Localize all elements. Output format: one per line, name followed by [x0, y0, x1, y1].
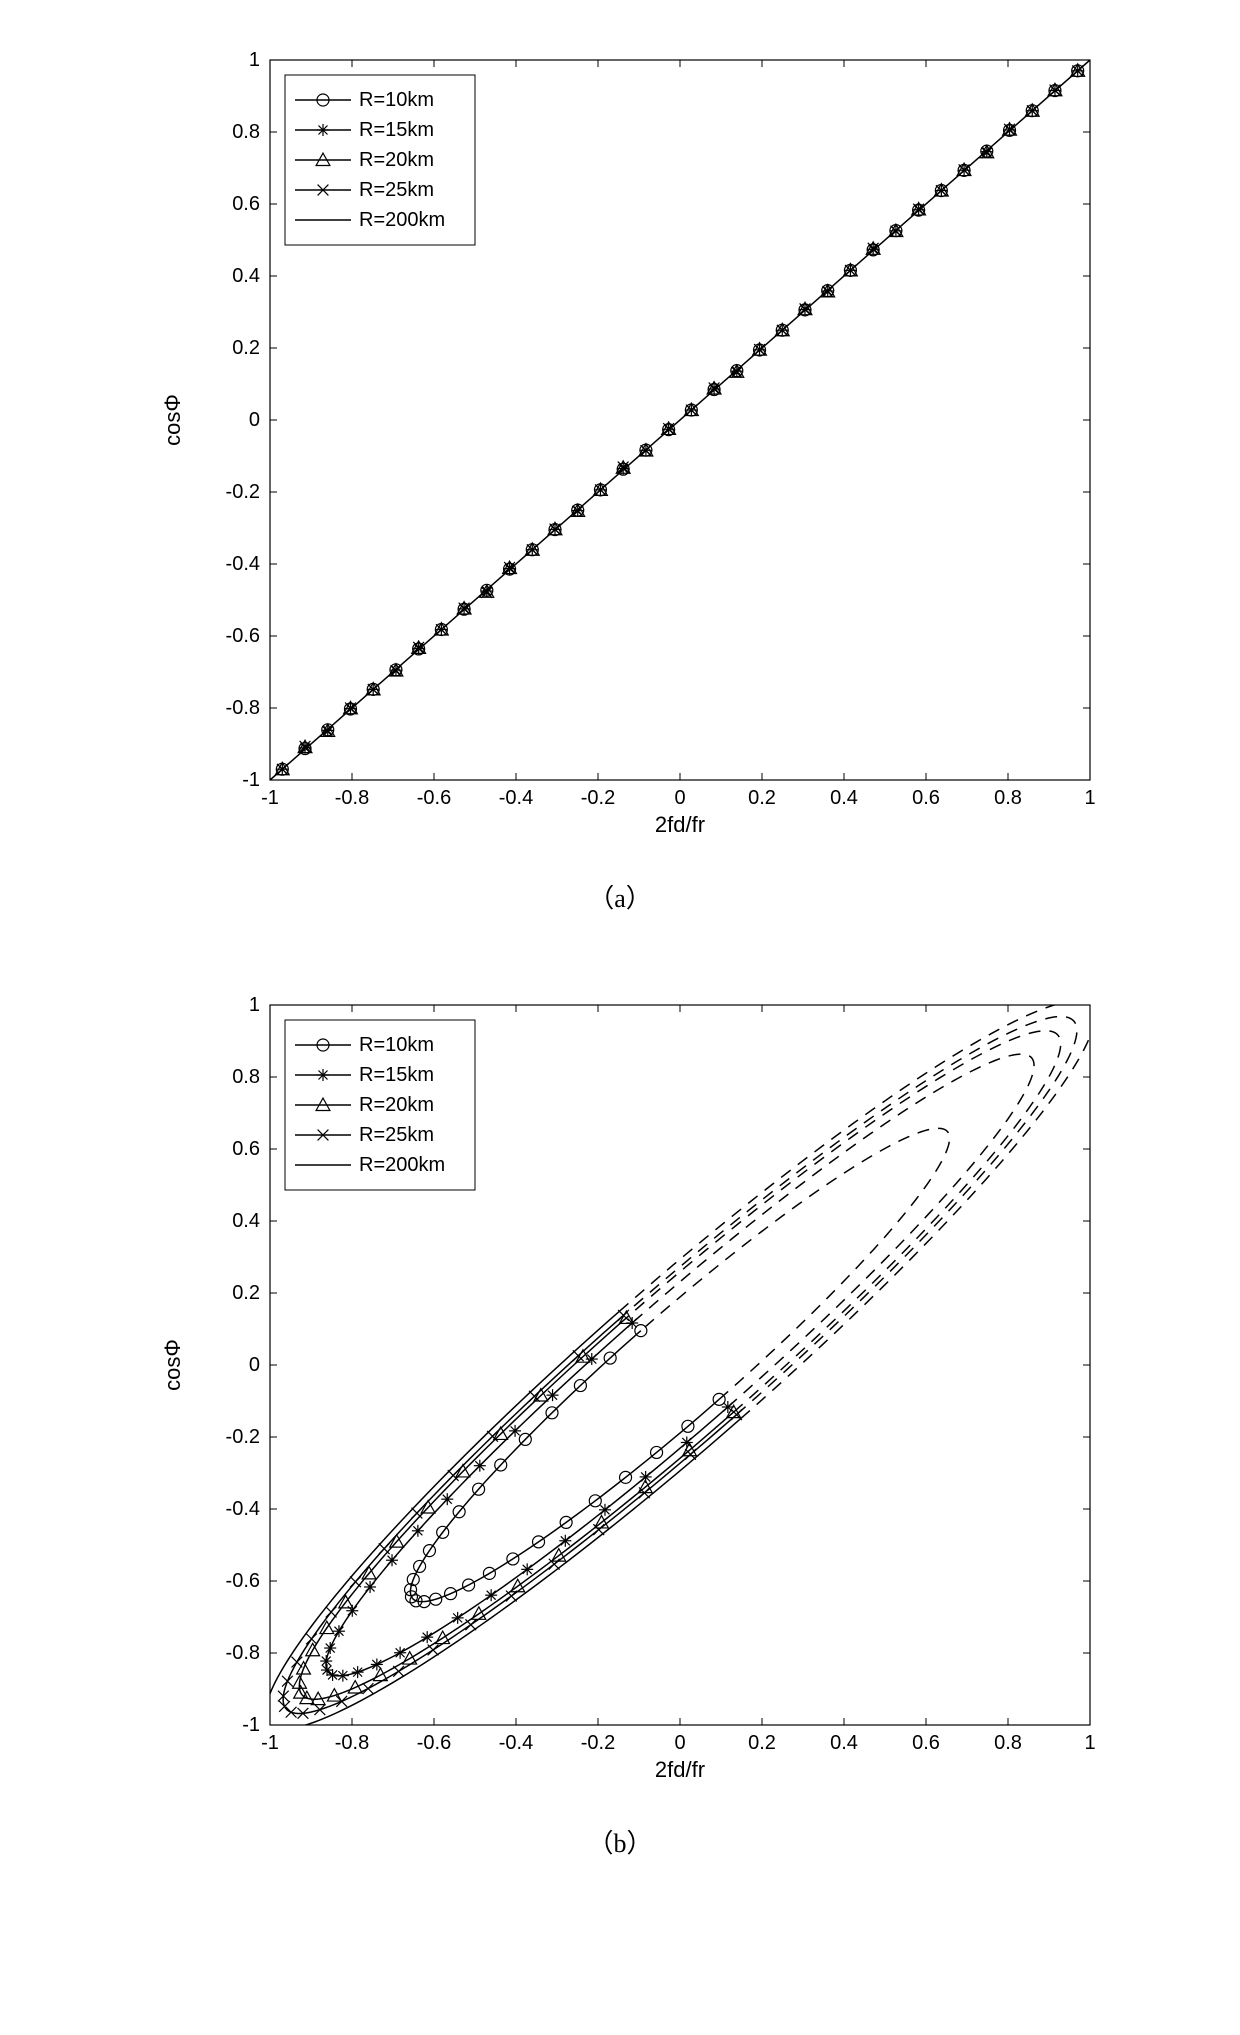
svg-text:-1: -1 — [242, 1714, 260, 1736]
caption-b: （b） — [587, 1823, 652, 1860]
svg-text:R=25km: R=25km — [359, 179, 434, 201]
svg-text:-0.2: -0.2 — [581, 787, 615, 809]
svg-text:0: 0 — [249, 409, 260, 431]
svg-text:0: 0 — [674, 787, 685, 809]
svg-text:-0.4: -0.4 — [226, 1498, 260, 1520]
svg-text:0.4: 0.4 — [830, 787, 858, 809]
svg-text:-0.8: -0.8 — [226, 697, 260, 719]
svg-text:0.2: 0.2 — [232, 1282, 260, 1304]
svg-text:0.4: 0.4 — [232, 1210, 260, 1232]
svg-text:R=20km: R=20km — [359, 1094, 434, 1116]
svg-text:-0.8: -0.8 — [226, 1642, 260, 1664]
chart-a: -1 -0.8 -0.6 -0.4 -0.2 0 0.2 0.4 0.6 0.8 1 -1 -0.8 -0… — [120, 30, 1120, 850]
svg-text:-0.4: -0.4 — [499, 787, 533, 809]
svg-text:0.8: 0.8 — [232, 1066, 260, 1088]
svg-text:0.6: 0.6 — [232, 1138, 260, 1160]
svg-text:-0.8: -0.8 — [335, 787, 369, 809]
svg-text:R=25km: R=25km — [359, 1124, 434, 1146]
svg-text:R=200km: R=200km — [359, 1154, 445, 1176]
svg-text:-0.6: -0.6 — [417, 787, 451, 809]
svg-text:-1: -1 — [261, 1732, 279, 1754]
svg-text:0.2: 0.2 — [748, 1732, 776, 1754]
svg-text:0.6: 0.6 — [232, 193, 260, 215]
svg-text:0: 0 — [249, 1354, 260, 1376]
svg-text:-0.4: -0.4 — [226, 553, 260, 575]
svg-text:2fd/fr: 2fd/fr — [655, 812, 705, 837]
svg-text:1: 1 — [1084, 1732, 1095, 1754]
svg-text:-0.6: -0.6 — [417, 1732, 451, 1754]
svg-text:R=15km: R=15km — [359, 1064, 434, 1086]
svg-text:0: 0 — [674, 1732, 685, 1754]
svg-text:0.8: 0.8 — [994, 787, 1022, 809]
svg-text:0.2: 0.2 — [232, 337, 260, 359]
svg-text:0.6: 0.6 — [912, 787, 940, 809]
svg-text:1: 1 — [249, 49, 260, 71]
svg-text:0.2: 0.2 — [748, 787, 776, 809]
svg-text:R=20km: R=20km — [359, 149, 434, 171]
svg-text:R=10km: R=10km — [359, 1034, 434, 1056]
svg-text:-0.8: -0.8 — [335, 1732, 369, 1754]
svg-text:0.4: 0.4 — [830, 1732, 858, 1754]
svg-text:-0.2: -0.2 — [226, 1426, 260, 1448]
svg-text:R=10km: R=10km — [359, 89, 434, 111]
svg-text:cosΦ: cosΦ — [160, 394, 185, 446]
svg-text:-0.2: -0.2 — [581, 1732, 615, 1754]
svg-text:R=15km: R=15km — [359, 119, 434, 141]
svg-text:-0.2: -0.2 — [226, 481, 260, 503]
svg-text:0.6: 0.6 — [912, 1732, 940, 1754]
svg-text:-1: -1 — [261, 787, 279, 809]
svg-text:0.4: 0.4 — [232, 265, 260, 287]
svg-text:0.8: 0.8 — [232, 121, 260, 143]
caption-a: （a） — [588, 878, 652, 915]
svg-text:2fd/fr: 2fd/fr — [655, 1757, 705, 1782]
svg-text:1: 1 — [249, 994, 260, 1016]
svg-text:R=200km: R=200km — [359, 209, 445, 231]
svg-text:-0.6: -0.6 — [226, 625, 260, 647]
svg-text:0.8: 0.8 — [994, 1732, 1022, 1754]
svg-text:-0.6: -0.6 — [226, 1570, 260, 1592]
svg-text:-0.4: -0.4 — [499, 1732, 533, 1754]
svg-text:cosΦ: cosΦ — [160, 1339, 185, 1391]
chart-b: -1 -0.8 -0.6 -0.4 -0.2 0 0.2 0.4 0.6 0.8 1 -1 -0.8 -0… — [120, 975, 1120, 1795]
svg-text:-1: -1 — [242, 769, 260, 791]
svg-text:1: 1 — [1084, 787, 1095, 809]
